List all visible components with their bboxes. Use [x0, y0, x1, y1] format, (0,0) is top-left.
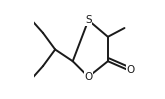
Text: S: S — [85, 15, 92, 25]
Text: O: O — [84, 72, 92, 82]
Text: O: O — [127, 65, 135, 75]
